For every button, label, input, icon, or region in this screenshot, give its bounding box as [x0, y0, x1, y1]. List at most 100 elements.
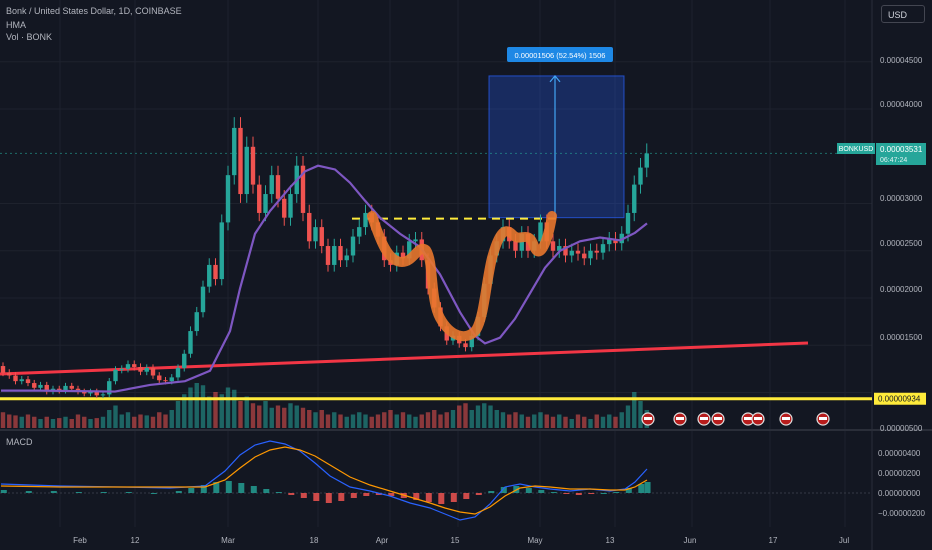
- volume-bar: [625, 405, 631, 428]
- candle-body: [363, 212, 368, 228]
- macd-histogram-bar: [75, 492, 82, 493]
- candle-body: [0, 366, 6, 373]
- candle-body: [632, 184, 637, 213]
- candle-body: [413, 239, 418, 242]
- macd-histogram-bar: [150, 493, 157, 494]
- volume-bar: [332, 412, 337, 428]
- macd-histogram-bar: [338, 493, 345, 501]
- volume-bar: [200, 385, 206, 428]
- candle-body: [219, 222, 224, 280]
- volume-bar: [550, 416, 556, 428]
- last-price-tag-bg: [876, 143, 926, 165]
- indicator-volume-label[interactable]: Vol · BONK: [6, 32, 53, 42]
- volume-bar: [225, 387, 231, 428]
- candle-body: [19, 379, 24, 382]
- macd-histogram-bar: [175, 491, 182, 493]
- candle-body: [550, 241, 556, 251]
- volume-bars: [0, 383, 649, 428]
- currency-button[interactable]: USD: [881, 5, 925, 23]
- candle-body: [163, 380, 168, 382]
- macd-histogram-bar: [125, 492, 132, 493]
- countdown-tag: 06:47:24: [880, 157, 907, 164]
- macd-histogram-bar: [325, 493, 332, 503]
- candle-body: [69, 385, 74, 389]
- volume-bar: [282, 407, 287, 428]
- volume-bar: [288, 403, 293, 428]
- macd-histogram-bar: [200, 485, 207, 493]
- candle-body: [144, 367, 149, 372]
- volume-bar: [263, 401, 268, 428]
- volume-bar: [557, 414, 562, 428]
- volume-bar: [519, 414, 524, 428]
- symbol-tag: BONKUSD: [839, 146, 874, 153]
- macd-histogram-bar: [644, 482, 651, 493]
- event-icon-flag: [714, 417, 722, 420]
- macd-histogram-bar: [363, 493, 370, 496]
- volume-bar: [44, 416, 49, 428]
- volume-bar: [325, 414, 331, 428]
- volume-bar: [413, 416, 418, 428]
- macd-histogram-bar: [600, 493, 607, 494]
- macd-histogram-bar: [500, 487, 507, 493]
- volume-bar: [119, 414, 124, 428]
- volume-bar: [532, 414, 537, 428]
- macd-histogram-bar: [275, 492, 282, 493]
- time-tick-label: Jun: [684, 536, 697, 545]
- volume-bar: [394, 414, 399, 428]
- candle-body: [119, 368, 124, 370]
- candle-body: [138, 366, 143, 372]
- candle-body: [244, 146, 249, 195]
- volume-bar: [238, 401, 243, 428]
- volume-bar: [82, 416, 87, 428]
- macd-histogram-bar: [450, 493, 457, 502]
- candle-body: [538, 222, 543, 242]
- macd-histogram-bar: [263, 489, 270, 493]
- volume-bar: [425, 412, 431, 428]
- price-tick-label: 0.00000500: [880, 424, 923, 433]
- macd-histogram-bar: [388, 493, 395, 496]
- axes: 0.00004500 0.00004000 0.00003000 0.00002500…: [73, 56, 926, 545]
- candlesticks: [0, 117, 649, 399]
- macd-label[interactable]: MACD: [6, 437, 33, 447]
- volume-bar: [144, 415, 149, 428]
- volume-bar: [375, 414, 381, 428]
- volume-bar: [463, 403, 468, 428]
- candle-body: [88, 391, 93, 394]
- price-tick-label: 0.00004000: [880, 100, 923, 109]
- price-tick-label: 0.00001500: [880, 333, 923, 342]
- macd-histogram-bar: [425, 493, 432, 502]
- candle-body: [513, 241, 518, 251]
- volume-bar: [250, 403, 256, 428]
- volume-bar: [125, 412, 131, 428]
- volume-bar: [350, 414, 356, 428]
- volume-bar: [88, 419, 93, 428]
- macd-histogram-bar: [225, 481, 232, 493]
- price-tick-label: 0.00002500: [880, 239, 923, 248]
- indicator-hma-label[interactable]: HMA: [6, 20, 26, 30]
- candle-body: [344, 255, 349, 261]
- candle-body: [407, 241, 412, 259]
- time-tick-label: 15: [451, 536, 460, 545]
- candle-body: [44, 384, 49, 392]
- measure-arrowhead: [549, 74, 561, 83]
- volume-bar: [382, 412, 387, 428]
- candle-body: [132, 364, 137, 367]
- volume-bar: [419, 414, 424, 428]
- candle-body: [107, 381, 112, 395]
- volume-bar: [113, 405, 118, 428]
- measure-label: 0.00001506 (52.54%) 1506: [515, 51, 606, 60]
- volume-bar: [7, 414, 12, 428]
- candle-body: [638, 167, 643, 185]
- volume-bar: [369, 416, 374, 428]
- candle-body: [357, 227, 362, 237]
- candle-body: [38, 384, 43, 388]
- volume-bar: [182, 394, 187, 428]
- macd-histogram-bar: [350, 493, 357, 498]
- macd-histogram-bar: [613, 492, 620, 493]
- symbol-title: Bonk / United States Dollar, 1D, COINBAS…: [6, 6, 182, 16]
- candle-body: [600, 244, 606, 253]
- volume-bar: [100, 416, 106, 428]
